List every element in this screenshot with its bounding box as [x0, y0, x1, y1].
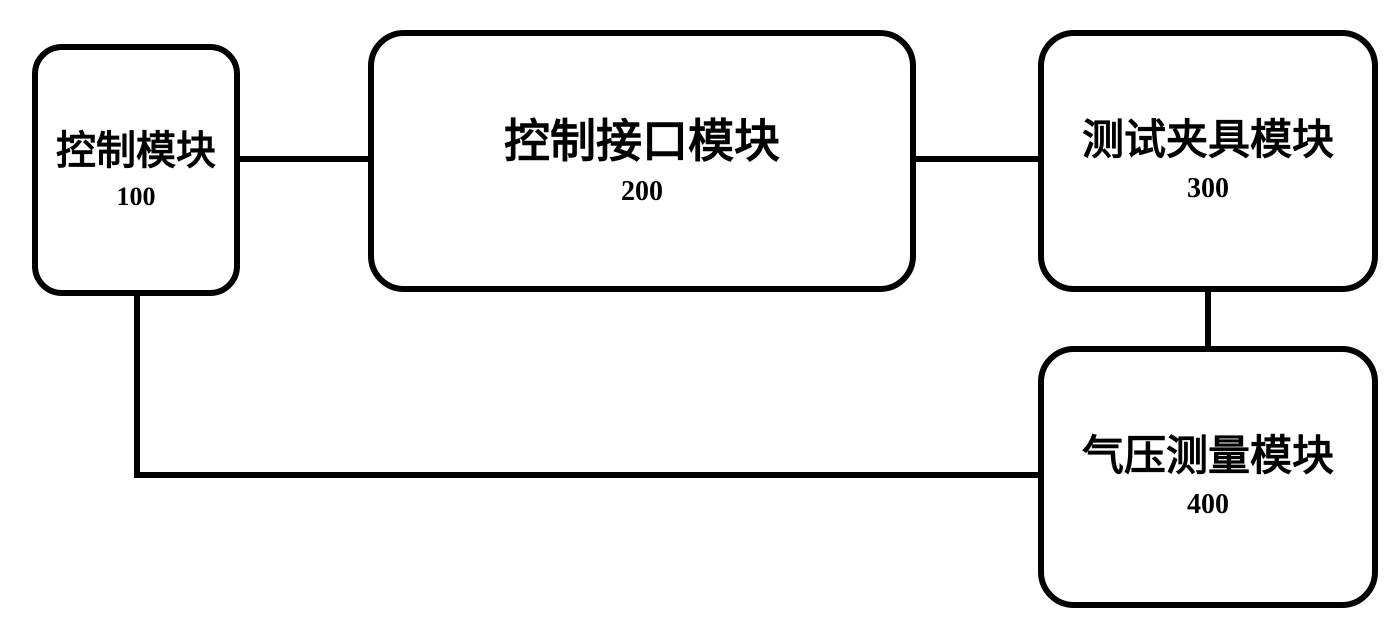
node-title: 控制接口模块: [504, 114, 780, 169]
edge-n200-n300: [916, 156, 1038, 162]
node-title: 测试夹具模块: [1082, 116, 1334, 166]
node-number: 100: [117, 181, 156, 212]
node-number: 300: [1187, 172, 1229, 206]
node-control-interface-module: 控制接口模块 200: [368, 30, 916, 292]
edge-n100-n200: [240, 156, 368, 162]
node-number: 400: [1187, 488, 1229, 522]
node-number: 200: [621, 175, 663, 209]
node-test-fixture-module: 测试夹具模块 300: [1038, 30, 1378, 292]
node-control-module: 控制模块 100: [32, 44, 240, 296]
diagram-canvas: 控制模块 100 控制接口模块 200 测试夹具模块 300 气压测量模块 40…: [0, 0, 1400, 629]
edge-n100-n400-horz: [134, 472, 1038, 478]
node-pressure-measure-module: 气压测量模块 400: [1038, 346, 1378, 608]
node-title: 控制模块: [56, 127, 216, 175]
edge-n300-n400: [1205, 292, 1211, 346]
edge-n100-n400-vert: [134, 296, 140, 478]
node-title: 气压测量模块: [1082, 432, 1334, 482]
